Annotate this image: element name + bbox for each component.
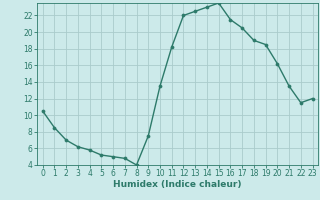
X-axis label: Humidex (Indice chaleur): Humidex (Indice chaleur) (113, 180, 242, 189)
